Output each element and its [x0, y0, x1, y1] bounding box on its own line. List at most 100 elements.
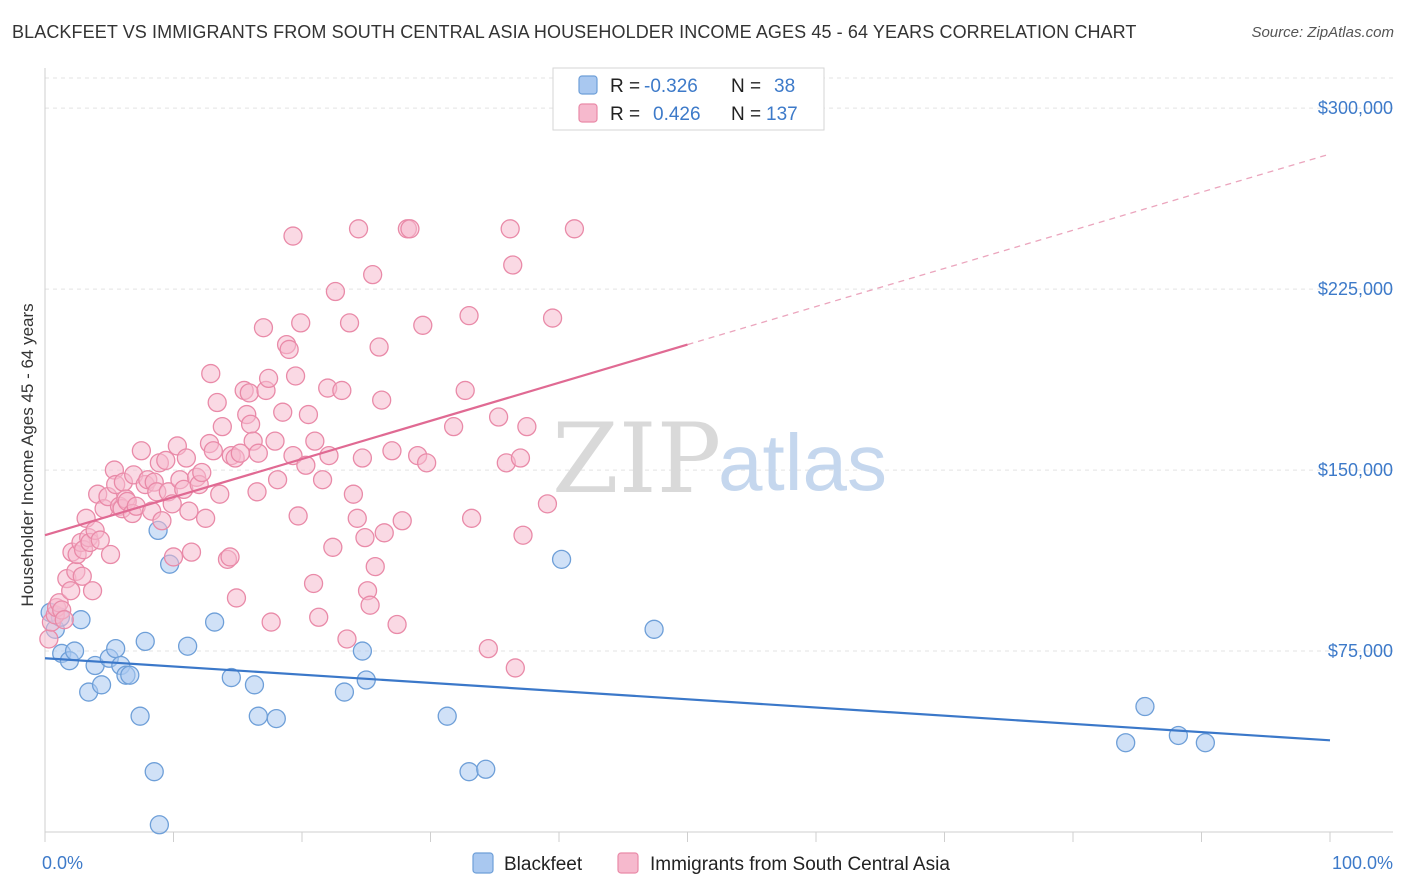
immigrants-point	[288, 506, 308, 526]
immigrants-point	[54, 610, 74, 630]
source-credit: Source: ZipAtlas.com	[1251, 24, 1394, 41]
y-tick-label: $225,000	[1318, 279, 1393, 299]
immigrants-point	[513, 525, 533, 545]
immigrants-point	[247, 482, 267, 502]
blackfeet-point	[248, 706, 268, 726]
immigrants-point	[265, 431, 285, 451]
immigrants-point	[291, 313, 311, 333]
bottom-legend-label-blackfeet: Blackfeet	[504, 854, 583, 875]
immigrants-point	[413, 315, 433, 335]
immigrants-point	[176, 448, 197, 468]
immigrants-point	[226, 588, 247, 608]
immigrants-point	[248, 443, 268, 463]
immigrants-point	[365, 556, 385, 577]
blackfeet-point	[437, 706, 457, 726]
blackfeet-point	[334, 682, 355, 702]
immigrants-point	[152, 511, 172, 531]
immigrants-point	[488, 407, 509, 427]
x-tick-label: 0.0%	[42, 853, 83, 873]
legend-r-value-immigrants: 0.426	[653, 104, 701, 125]
immigrants-point	[312, 470, 333, 490]
watermark: ZIP atlas	[552, 403, 887, 515]
immigrants-point	[100, 544, 121, 565]
immigrants-point	[131, 441, 152, 461]
blackfeet-point	[352, 641, 373, 661]
bottom-legend: Blackfeet Immigrants from South Central …	[472, 852, 950, 875]
grid	[45, 77, 1393, 652]
blackfeet-point	[1116, 733, 1136, 753]
immigrants-point	[443, 416, 464, 437]
immigrants-trend-line	[44, 343, 688, 537]
immigrants-point	[459, 306, 479, 326]
blackfeet-point	[459, 762, 479, 782]
y-tick-label: $150,000	[1318, 460, 1393, 480]
immigrants-point	[296, 455, 316, 475]
blackfeet-point	[149, 815, 170, 835]
legend-r-label-immigrants: R =	[610, 104, 640, 125]
immigrants-point	[319, 445, 339, 466]
legend-box	[552, 67, 825, 131]
immigrants-point	[337, 629, 357, 649]
blackfeet-point	[476, 759, 496, 779]
legend-r-label-blackfeet: R =	[610, 76, 640, 97]
immigrants-point	[207, 392, 227, 413]
immigrants-point	[220, 547, 240, 567]
immigrants-point	[564, 219, 585, 239]
y-axis-label: Householder Income Ages 45 - 64 years	[18, 303, 37, 606]
immigrants-point	[478, 638, 498, 659]
immigrants-point	[279, 339, 299, 360]
y-tick-label: $300,000	[1318, 98, 1393, 118]
immigrants-point	[347, 508, 367, 528]
immigrants-point	[258, 368, 279, 389]
legend-n-label-blackfeet: N =	[731, 76, 761, 97]
immigrants-point	[305, 431, 325, 451]
blackfeet-point	[71, 610, 91, 630]
chart-title: BLACKFEET VS IMMIGRANTS FROM SOUTH CENTR…	[12, 22, 1137, 42]
immigrants-point	[72, 566, 92, 586]
immigrants-point	[352, 448, 373, 468]
immigrants-point	[382, 441, 402, 461]
immigrants-point	[503, 255, 523, 275]
blackfeet-point	[644, 619, 664, 639]
immigrants-point	[239, 383, 259, 403]
bottom-legend-swatch-blackfeet	[472, 852, 494, 874]
blackfeet-point	[1135, 696, 1155, 717]
blackfeet-point	[120, 665, 140, 685]
immigrants-point	[203, 441, 223, 461]
immigrants-point	[348, 219, 369, 239]
immigrants-point	[542, 308, 563, 328]
immigrants-point	[400, 219, 420, 239]
immigrants-point	[61, 581, 81, 601]
series-blackfeet	[40, 520, 1216, 835]
immigrants-point	[195, 508, 216, 528]
y-tick-labels: $75,000 $150,000 $225,000 $300,000	[1318, 98, 1393, 661]
immigrants-point	[387, 614, 407, 635]
immigrants-point	[156, 450, 176, 471]
immigrants-point	[374, 523, 394, 543]
immigrants-point	[212, 416, 232, 437]
trend-lines	[44, 153, 1331, 742]
legend-r-value-blackfeet: -0.326	[644, 76, 698, 97]
blackfeet-point	[221, 667, 241, 688]
blackfeet-point	[266, 708, 286, 729]
y-tick-label: $75,000	[1328, 641, 1393, 661]
immigrants-point	[517, 416, 537, 437]
immigrants-point	[179, 501, 199, 521]
immigrants-point	[273, 402, 293, 422]
immigrants-point	[461, 508, 482, 528]
immigrants-trend-extension	[687, 153, 1331, 346]
immigrants-point	[253, 318, 274, 338]
immigrants-point	[163, 547, 184, 567]
immigrants-point	[360, 595, 380, 615]
legend-n-label-immigrants: N =	[731, 104, 761, 125]
immigrants-point	[309, 607, 329, 627]
immigrants-point	[181, 542, 202, 562]
immigrants-point	[210, 484, 230, 504]
blackfeet-point	[551, 549, 572, 570]
blackfeet-point	[130, 706, 150, 726]
immigrants-point	[537, 494, 558, 514]
immigrants-point	[510, 448, 531, 468]
immigrants-point	[369, 337, 389, 357]
immigrants-point	[192, 462, 212, 483]
